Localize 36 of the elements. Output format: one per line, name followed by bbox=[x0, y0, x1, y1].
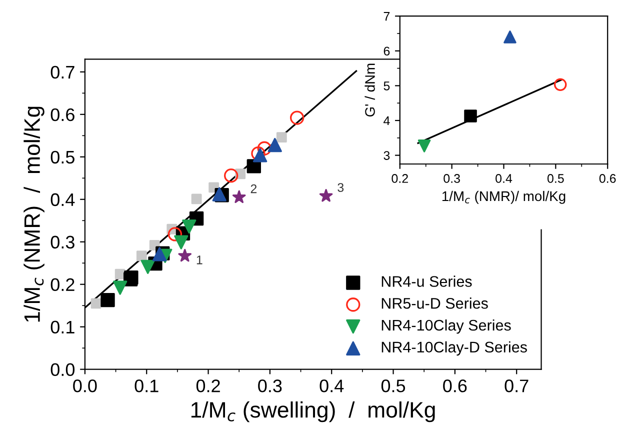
y-axis-title: 1/M$_{c}$ (NMR) / mol/Kg bbox=[24, 106, 44, 322]
y-tick-label: 7 bbox=[384, 12, 390, 21]
x-tick-label: 0.6 bbox=[443, 380, 467, 392]
x-axis-title: 1/M$_{c}$ (NMR)/ mol/Kg bbox=[442, 190, 566, 204]
x-tick-label: 0.5 bbox=[547, 174, 564, 183]
x-tick-label: 0.7 bbox=[504, 380, 528, 392]
annotation: 3 bbox=[338, 183, 344, 192]
legend-label: NR5-u-D Series bbox=[382, 298, 488, 309]
x-tick-label: 0.2 bbox=[392, 174, 408, 183]
y-tick-label: 0.6 bbox=[50, 108, 74, 122]
y-tick-label: 0.3 bbox=[50, 236, 74, 249]
y-tick-label: 0.0 bbox=[50, 363, 75, 376]
y-axis-title: G' / dNm bbox=[364, 64, 375, 117]
y-tick-label: 0.7 bbox=[50, 66, 74, 79]
y-tick-label: 0.2 bbox=[50, 278, 74, 292]
x-tick-label: 0.6 bbox=[599, 174, 616, 183]
x-tick-label: 0.4 bbox=[496, 174, 512, 183]
x-tick-label: 0.1 bbox=[134, 380, 158, 392]
y-tick-label: 6 bbox=[384, 46, 390, 56]
legend-label: NR4-u Series bbox=[382, 276, 472, 287]
y-tick-label: 3 bbox=[384, 151, 390, 160]
x-tick-label: 0.4 bbox=[320, 380, 344, 392]
legend-label: NR4-10Clay Series bbox=[382, 319, 511, 334]
x-tick-label: 0.0 bbox=[73, 380, 97, 392]
x-tick-label: 0.2 bbox=[196, 380, 220, 392]
x-tick-label: 0.3 bbox=[258, 380, 282, 392]
y-tick-label: 5 bbox=[384, 82, 390, 90]
x-tick-label: 0.3 bbox=[444, 174, 460, 183]
x-axis-title: 1/M$_{c}$ (swelling) / mol/Kg bbox=[191, 401, 435, 422]
y-tick-label: 0.5 bbox=[50, 150, 74, 164]
y-tick-label: 0.4 bbox=[50, 193, 75, 206]
y-tick-label: 0.1 bbox=[50, 320, 74, 334]
annotation: 2 bbox=[250, 184, 257, 194]
annotation: 1 bbox=[196, 256, 202, 264]
y-tick-label: 4 bbox=[384, 116, 390, 126]
legend-label: NR4-10Clay-D Series bbox=[382, 341, 527, 356]
